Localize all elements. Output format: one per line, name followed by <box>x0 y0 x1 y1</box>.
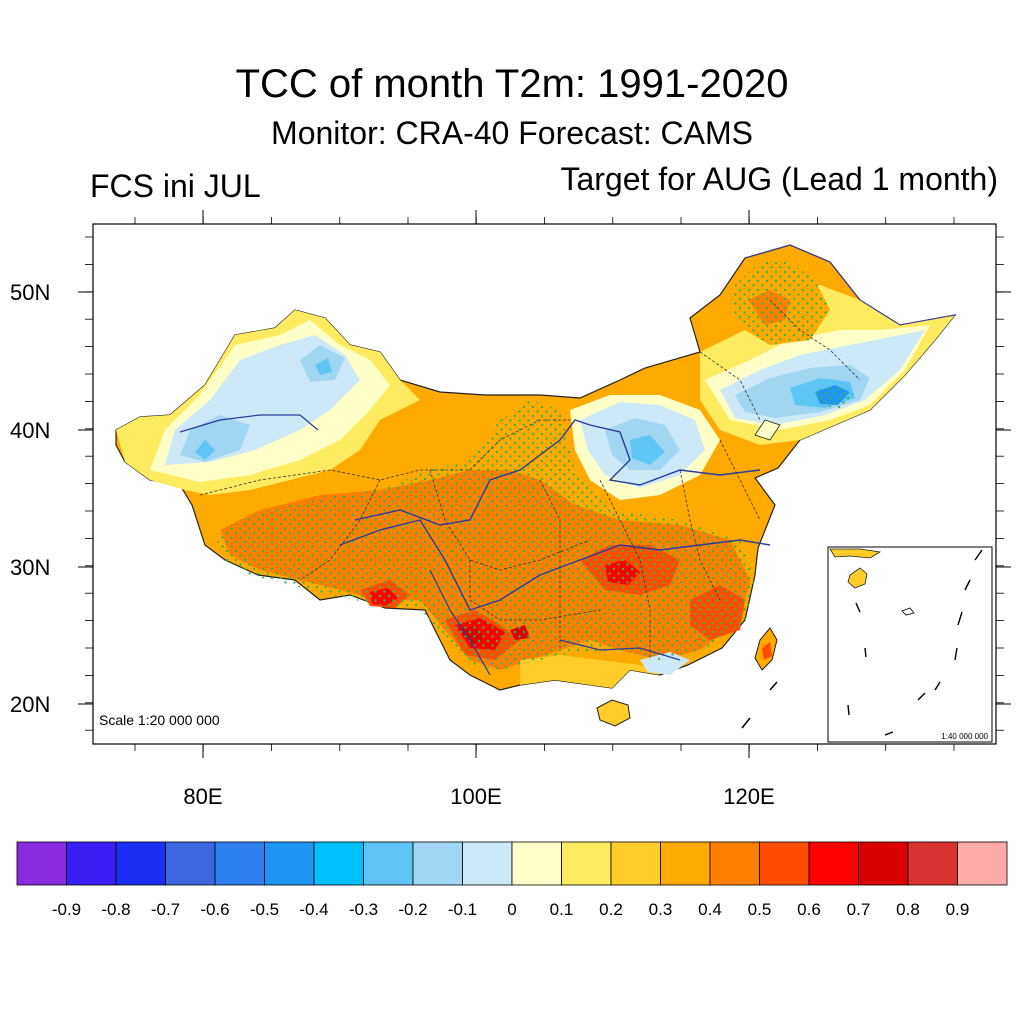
inset-islands <box>901 607 915 616</box>
colorbar: -0.9 -0.8 -0.7 -0.6 -0.5 -0.4 -0.3 -0.2 -0.1 0 0.1… <box>16 841 1008 919</box>
lat-label: 50N <box>10 280 50 305</box>
colorbar-swatch <box>907 841 958 886</box>
lon-axis: 80E 100E 120E <box>134 210 955 809</box>
colorbar-label: 0.7 <box>847 900 871 919</box>
colorbar-swatch <box>660 841 711 886</box>
coastal-detail <box>754 419 781 441</box>
lon-label: 120E <box>723 784 774 809</box>
pearl-river <box>559 639 681 661</box>
colorbar-label: -0.9 <box>52 900 81 919</box>
colorbar-label: 0.8 <box>896 900 920 919</box>
colorbar-swatch <box>858 841 909 886</box>
colorbar-label: -0.7 <box>151 900 180 919</box>
map-panel <box>93 224 996 744</box>
nine-dash-main <box>741 681 778 729</box>
colorbar-swatch <box>16 841 67 886</box>
init-label: FCS ini JUL <box>90 168 261 204</box>
colorbar-swatch <box>808 841 859 886</box>
colorbar-label: -0.4 <box>299 900 328 919</box>
region-northwest-blue <box>180 345 345 462</box>
colorbar-label: 0.9 <box>946 900 970 919</box>
mekong-river <box>429 569 491 676</box>
colorbar-swatch <box>709 841 760 886</box>
colorbar-swatch <box>264 841 315 886</box>
yangtze-river <box>339 519 771 611</box>
lat-label: 20N <box>10 692 50 717</box>
target-label: Target for AUG (Lead 1 month) <box>560 161 998 197</box>
colorbar-label: 0.3 <box>649 900 673 919</box>
significance-stipple <box>215 262 855 670</box>
scale-label: Scale 1:20 000 000 <box>99 712 220 728</box>
colorbar-swatch <box>313 841 364 886</box>
colorbar-label: 0.6 <box>797 900 821 919</box>
colorbar-label: -0.8 <box>101 900 130 919</box>
inset-coast-top <box>829 548 882 559</box>
colorbar-label: -0.1 <box>448 900 477 919</box>
lon-label: 80E <box>183 784 222 809</box>
region-northwest-mid <box>195 358 332 460</box>
lat-label: 30N <box>10 555 50 580</box>
colorbar-label: -0.3 <box>349 900 378 919</box>
region-north-china-mid <box>630 435 665 465</box>
colorbar-swatch <box>610 841 661 886</box>
inset-scale-label: 1:40 000 000 <box>941 732 988 741</box>
colorbar-swatch <box>511 841 562 886</box>
colorbar-swatch <box>115 841 166 886</box>
colorbar-swatch <box>561 841 612 886</box>
lat-axis: 50N 40N 30N 20N <box>10 236 1011 731</box>
taiwan-red <box>762 642 772 660</box>
colorbar-swatch <box>363 841 414 886</box>
colorbar-swatch <box>957 841 1008 886</box>
lon-label: 100E <box>450 784 501 809</box>
colorbar-label: -0.6 <box>200 900 229 919</box>
colorbar-label: 0 <box>507 900 516 919</box>
colorbar-swatch <box>165 841 216 886</box>
colorbar-label: -0.2 <box>398 900 427 919</box>
colorbar-label: -0.5 <box>250 900 279 919</box>
chart-title: TCC of month T2m: 1991-2020 <box>236 62 789 106</box>
yellow-river <box>354 419 761 526</box>
colorbar-swatch <box>759 841 810 886</box>
colorbar-label: 0.5 <box>748 900 772 919</box>
colorbar-swatch <box>214 841 265 886</box>
inset-map: 1:40 000 000 <box>827 546 993 743</box>
inset-hainan <box>847 567 868 589</box>
colorbar-label: 0.2 <box>599 900 623 919</box>
colorbar-swatch <box>66 841 117 886</box>
chart-subtitle: Monitor: CRA-40 Forecast: CAMS <box>271 115 753 151</box>
inset-nine-dash <box>847 549 983 736</box>
colorbar-swatch <box>412 841 463 886</box>
tarim-river <box>179 414 319 433</box>
colorbar-swatch <box>462 841 513 886</box>
hainan-island <box>596 699 631 727</box>
province-borders <box>199 299 861 660</box>
region-south-yellow <box>520 655 660 688</box>
lat-label: 40N <box>10 418 50 443</box>
colorbar-label: 0.1 <box>550 900 574 919</box>
national-border-east <box>744 244 956 326</box>
colorbar-label: 0.4 <box>698 900 722 919</box>
